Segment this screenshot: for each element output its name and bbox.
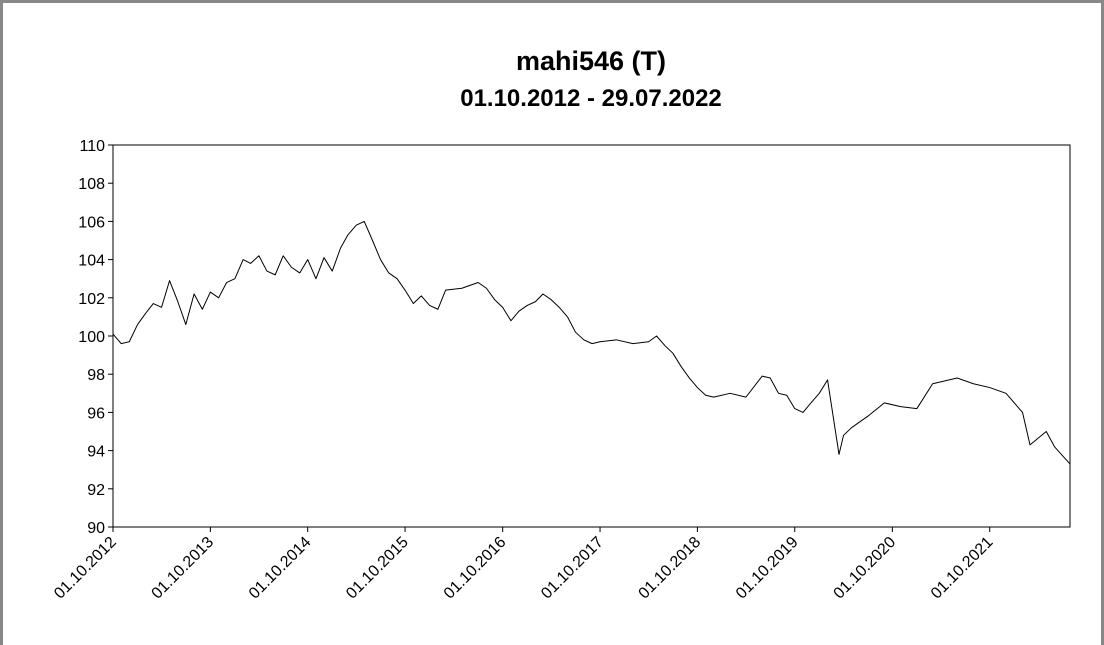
y-tick-label: 94 [87, 444, 105, 461]
chart-title: mahi546 (T) [516, 46, 666, 76]
y-tick-label: 104 [78, 253, 105, 270]
chart-subtitle: 01.10.2012 - 29.07.2022 [460, 85, 722, 112]
data-line [112, 220, 1071, 465]
y-tick-label: 102 [78, 291, 105, 308]
y-tick-label: 100 [78, 329, 105, 346]
y-tick-label: 90 [87, 520, 105, 537]
y-tick-label: 108 [78, 176, 105, 193]
y-tick-label: 110 [79, 138, 105, 155]
y-tick-label: 92 [87, 482, 105, 499]
y-tick-label: 98 [87, 367, 105, 384]
y-tick-label: 96 [87, 405, 105, 422]
y-tick-label: 106 [78, 214, 105, 231]
